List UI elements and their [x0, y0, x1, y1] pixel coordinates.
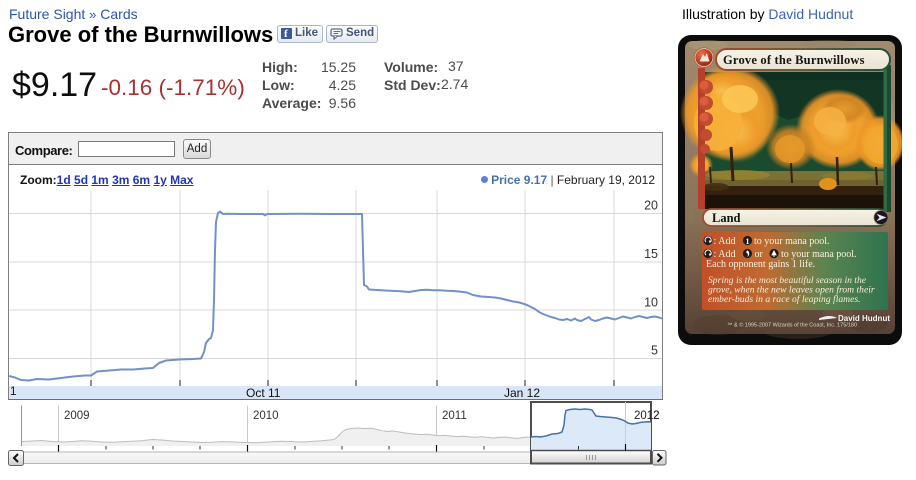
svg-text:Land: Land — [712, 211, 741, 225]
svg-text:Spring is the most beautiful s: Spring is the most beautiful season in t… — [708, 275, 867, 286]
svg-text:2011: 2011 — [442, 410, 467, 422]
svg-text:2012: 2012 — [634, 410, 660, 422]
svg-text:™ & © 1995-2007 Wizards of the: ™ & © 1995-2007 Wizards of the Coast, In… — [727, 322, 857, 329]
svg-text:Each opponent gains 1 life.: Each opponent gains 1 life. — [706, 259, 815, 270]
svg-text:10: 10 — [644, 296, 658, 310]
svg-text:15: 15 — [644, 247, 658, 261]
svg-text:: Add: : Add — [714, 236, 736, 247]
svg-text:5: 5 — [651, 344, 658, 358]
svg-text:grove, when the new leaves ope: grove, when the new leaves open from the… — [708, 285, 875, 296]
svg-text:1: 1 — [746, 237, 750, 246]
svg-text:ember-buds in a race of leapin: ember-buds in a race of leaping flames. — [708, 294, 860, 305]
svg-text:20: 20 — [644, 199, 658, 213]
svg-text:Grove of the Burnwillows: Grove of the Burnwillows — [723, 53, 865, 67]
svg-text:: Add: : Add — [714, 249, 736, 260]
svg-text:2010: 2010 — [253, 410, 279, 422]
svg-text:2009: 2009 — [64, 410, 90, 422]
svg-text:or: or — [755, 249, 764, 260]
svg-text:to your mana pool.: to your mana pool. — [781, 249, 857, 260]
svg-text:David Hudnut: David Hudnut — [838, 314, 890, 323]
svg-text:to your mana pool.: to your mana pool. — [754, 236, 830, 247]
